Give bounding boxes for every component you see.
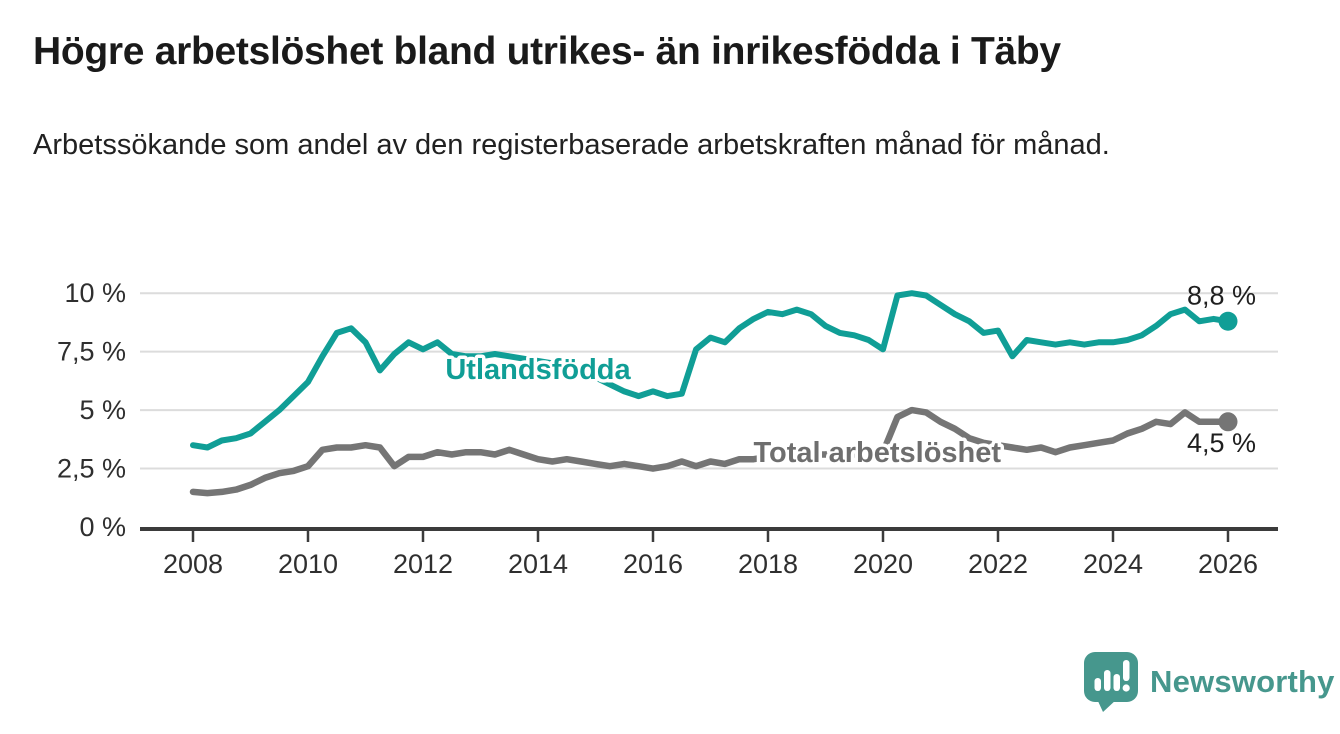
brand-footer: Newsworthy <box>1083 650 1335 714</box>
y-axis-label: 10 % <box>64 278 126 308</box>
page-title: Högre arbetslöshet bland utrikes- än inr… <box>33 30 1061 73</box>
y-axis-label: 0 % <box>79 512 126 542</box>
utlandsfodda-line <box>190 290 1231 451</box>
x-axis-label: 2014 <box>508 549 568 579</box>
x-axis-label: 2022 <box>968 549 1028 579</box>
newsworthy-logo-icon <box>1084 652 1138 712</box>
y-axis-label: 7,5 % <box>57 337 126 367</box>
y-axis-label: 5 % <box>79 395 126 425</box>
x-axis-label: 2008 <box>163 549 223 579</box>
brand-name: Newsworthy <box>1150 664 1335 699</box>
total-label: Total arbetslöshet <box>753 437 1001 469</box>
x-axis-label: 2018 <box>738 549 798 579</box>
x-axis-label: 2010 <box>278 549 338 579</box>
total-end-value: 4,5 % <box>1187 428 1256 458</box>
y-axis-label: 2,5 % <box>57 454 126 484</box>
utlandsfodda-label: Utlandsfödda <box>445 354 631 386</box>
x-axis-label: 2020 <box>853 549 913 579</box>
x-axis-label: 2016 <box>623 549 683 579</box>
total-line <box>189 406 1232 497</box>
chart-subtitle: Arbetssökande som andel av den registerb… <box>33 129 1110 161</box>
x-axis-label: 2026 <box>1198 549 1258 579</box>
x-axis-label: 2012 <box>393 549 453 579</box>
total-end-dot <box>1218 412 1238 432</box>
x-axis-label: 2024 <box>1083 549 1143 579</box>
unemployment-line-chart: 0 % 2,5 % 5 % 7,5 % 10 % 2008 2010 2012 2014 2016… <box>57 278 1278 579</box>
utlandsfodda-end-value: 8,8 % <box>1187 280 1256 310</box>
utlandsfodda-end-dot <box>1218 311 1238 331</box>
